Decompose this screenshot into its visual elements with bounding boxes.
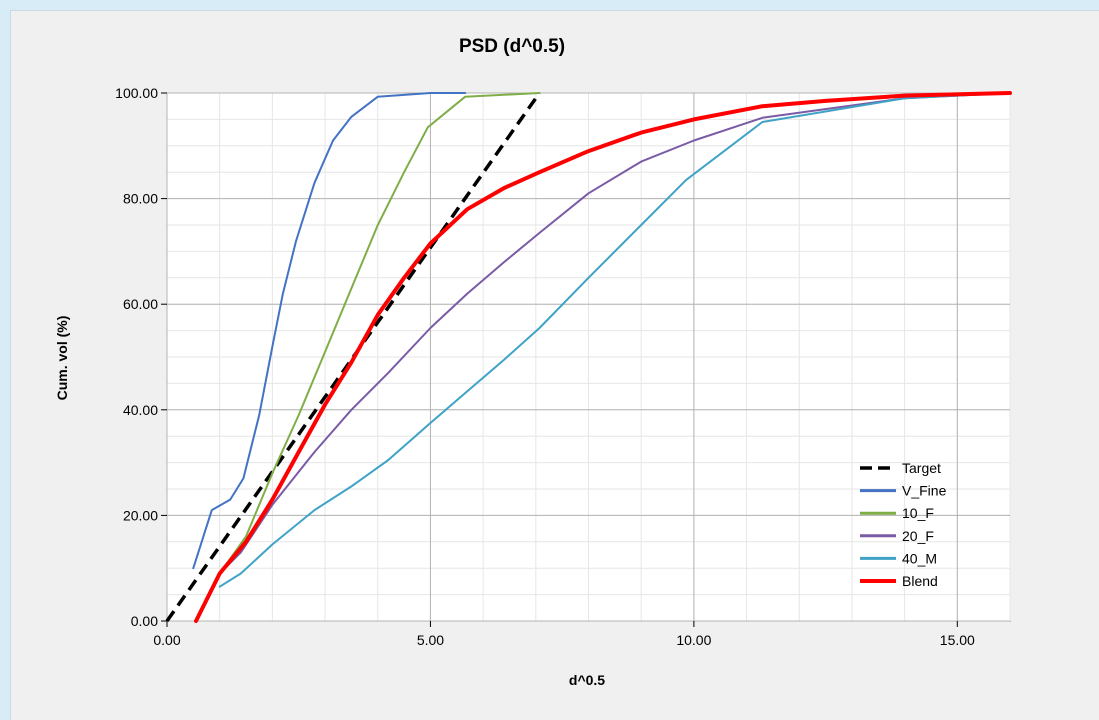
chart-title: PSD (d^0.5) — [459, 36, 565, 57]
legend-label-10-f: 10_F — [902, 505, 934, 521]
series-line-10-f — [218, 92, 541, 575]
psd-chart: PSD (d^0.5) 0.00 5.00 10.00 15.00 0.00 20.00 4… — [54, 36, 1012, 688]
series-line-40-m — [218, 92, 1011, 588]
series-line-v-fine — [192, 92, 467, 570]
legend-label-target: Target — [902, 460, 941, 476]
legend-label-blend: Blend — [902, 573, 938, 589]
x-axis-title: d^0.5 — [569, 672, 605, 688]
grid — [166, 92, 1011, 622]
series-line-20-f — [218, 92, 1011, 575]
y-tick-label: 60.00 — [123, 296, 158, 312]
series-line-blend — [194, 91, 1012, 623]
legend-label-v-fine: V_Fine — [902, 483, 947, 499]
y-tick-label: 0.00 — [131, 613, 158, 629]
chart-panel: PSD (d^0.5) 0.00 5.00 10.00 15.00 0.00 20.00 4… — [10, 10, 1099, 720]
axes: 0.00 5.00 10.00 15.00 0.00 20.00 40.00 60.00 80.… — [115, 85, 975, 648]
y-tick-label: 80.00 — [123, 191, 158, 207]
series-lines — [165, 91, 1012, 623]
x-tick-label: 0.00 — [153, 632, 180, 648]
legend: Target V_Fine 10_F 20_F 40_M Blend — [860, 460, 947, 589]
y-tick-label: 100.00 — [115, 85, 158, 101]
x-tick-label: 5.00 — [417, 632, 444, 648]
y-tick-label: 40.00 — [123, 402, 158, 418]
y-axis-title: Cum. vol (%) — [54, 316, 70, 401]
x-tick-label: 15.00 — [940, 632, 975, 648]
legend-label-40-m: 40_M — [902, 550, 937, 566]
legend-label-20-f: 20_F — [902, 528, 934, 544]
y-tick-label: 20.00 — [123, 507, 158, 523]
x-tick-label: 10.00 — [676, 632, 711, 648]
